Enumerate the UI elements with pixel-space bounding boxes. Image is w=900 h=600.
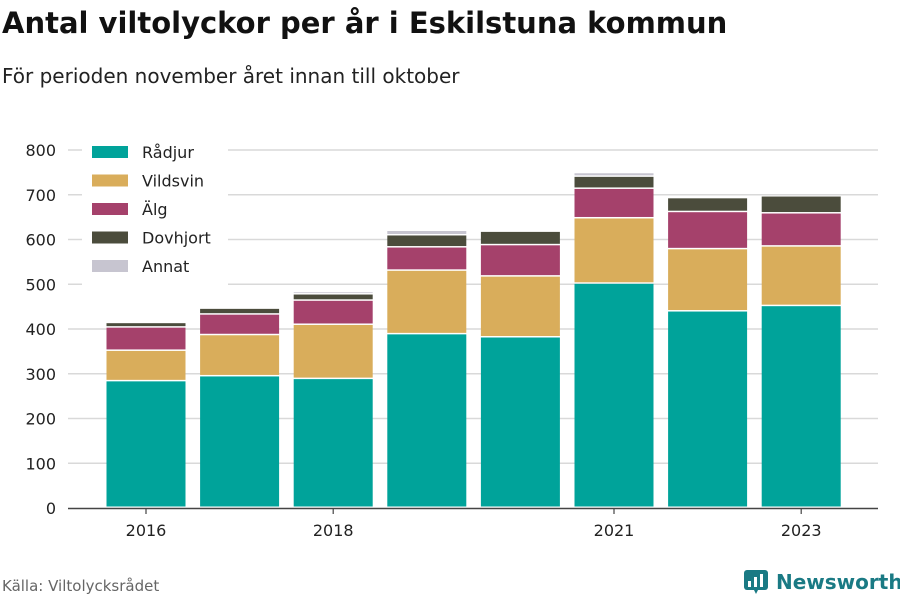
bar-segment-2021-älg (574, 188, 654, 217)
x-tick-label: 2016 (126, 521, 167, 540)
x-tick-label: 2018 (313, 521, 354, 540)
legend-label: Dovhjort (142, 229, 211, 248)
bar-segment-2021-annat (574, 173, 654, 176)
legend-label: Vildsvin (142, 172, 204, 191)
x-tick-label: 2021 (594, 521, 635, 540)
bar-segment-2021-rådjur (574, 283, 654, 507)
bar-segment-2022-dovhjort (668, 198, 748, 211)
bar-segment-2018-vildsvin (293, 324, 373, 378)
bar-segment-2022-rådjur (668, 311, 748, 507)
bar-segment-2023-dovhjort (761, 196, 841, 213)
bar-segment-2022-älg (668, 212, 748, 248)
y-tick-label: 800 (25, 141, 56, 160)
brand-logo-link[interactable]: Newsworthy (744, 570, 900, 594)
bar-segment-2022-vildsvin (668, 249, 748, 311)
legend-label: Annat (142, 257, 189, 276)
legend-swatch-älg (92, 203, 128, 215)
bar-segment-2017-älg (200, 314, 280, 334)
legend-swatch-vildsvin (92, 174, 128, 187)
bar-segment-2023-älg (761, 213, 841, 246)
y-tick-label: 700 (25, 186, 56, 205)
bar-segment-2023-vildsvin (761, 246, 841, 305)
y-tick-label: 100 (25, 454, 56, 473)
legend-label: Älg (142, 200, 168, 219)
bar-segment-2018-dovhjort (293, 294, 373, 300)
bar-segment-2020-rådjur (480, 337, 560, 507)
bar-segment-2018-annat (293, 292, 373, 294)
y-tick-label: 200 (25, 410, 56, 429)
brand-name: Newsworthy (776, 570, 900, 594)
bar-segment-2018-rådjur (293, 379, 373, 507)
bar-segment-2020-vildsvin (480, 276, 560, 337)
bar-segment-2018-älg (293, 300, 373, 324)
bar-segment-2016-vildsvin (106, 350, 186, 380)
bar-segment-2020-älg (480, 245, 560, 276)
legend-swatch-rådjur (92, 146, 128, 158)
newsworthy-logo-icon (744, 570, 768, 594)
bar-segment-2017-dovhjort (200, 308, 280, 314)
bar-segment-2023-rådjur (761, 306, 841, 507)
bar-segment-2019-annat (387, 230, 467, 234)
bar-segment-2016-älg (106, 327, 186, 350)
y-tick-label: 600 (25, 231, 56, 250)
bar-segment-2016-rådjur (106, 381, 186, 507)
y-tick-label: 400 (25, 320, 56, 339)
chart-subtitle: För perioden november året innan till ok… (2, 64, 460, 88)
bar-segment-2019-älg (387, 247, 467, 270)
y-tick-label: 0 (46, 499, 56, 518)
bar-segment-2016-dovhjort (106, 323, 186, 327)
legend-swatch-annat (92, 260, 128, 272)
chart-title: Antal viltolyckor per år i Eskilstuna ko… (2, 6, 728, 40)
bar-segment-2019-rådjur (387, 334, 467, 507)
axes: 0 100 200 300 400 500 600 700 800 2016 2018 2021 202… (25, 141, 878, 540)
legend-swatch-dovhjort (92, 231, 128, 244)
bar-segment-2021-vildsvin (574, 218, 654, 283)
bar-segment-2021-dovhjort (574, 176, 654, 188)
bar-segment-2017-vildsvin (200, 335, 280, 375)
y-tick-label: 500 (25, 275, 56, 294)
y-tick-label: 300 (25, 365, 56, 384)
legend-label: Rådjur (142, 143, 194, 162)
x-tick-label: 2023 (781, 521, 822, 540)
bars (106, 173, 841, 507)
bar-segment-2019-dovhjort (387, 235, 467, 247)
source-note: Källa: Viltolycksrådet (2, 577, 160, 595)
bar-segment-2019-vildsvin (387, 270, 467, 333)
bar-segment-2020-dovhjort (480, 231, 560, 244)
legend: Rådjur Vildsvin Älg Dovhjort Annat (82, 140, 228, 289)
bar-segment-2017-rådjur (200, 376, 280, 507)
